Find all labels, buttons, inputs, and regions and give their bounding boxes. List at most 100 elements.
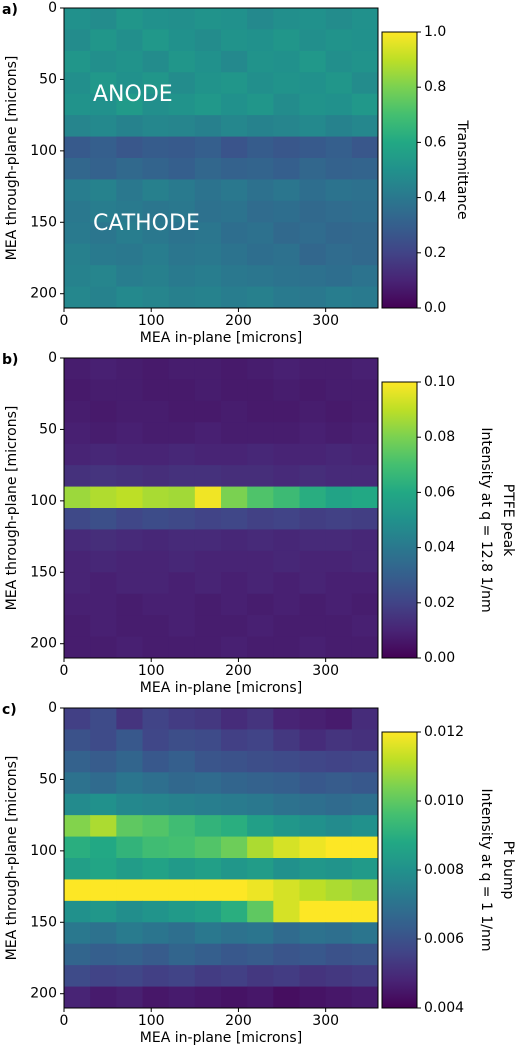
heatmap-cell — [273, 772, 300, 795]
y-tick-label: 50 — [39, 421, 57, 437]
heatmap-cell — [116, 729, 143, 752]
heatmap-cell — [64, 879, 91, 902]
x-axis-label: MEA in-plane [microns] — [140, 330, 302, 346]
colorbar-tick-label: 0.06 — [424, 484, 455, 500]
heatmap-cell — [247, 708, 274, 730]
heatmap-cell — [299, 158, 327, 180]
heatmap-cell — [299, 50, 327, 73]
y-tick-label: 100 — [30, 493, 57, 509]
heatmap-cell — [299, 379, 327, 402]
heatmap-cell — [299, 93, 327, 116]
heatmap-cell — [351, 858, 379, 880]
heatmap-cell — [247, 986, 274, 1009]
heatmap-cell — [325, 286, 353, 309]
heatmap-cell — [221, 222, 248, 245]
heatmap-cell — [142, 243, 170, 266]
heatmap-cell — [142, 358, 170, 380]
heatmap-cell — [64, 772, 91, 795]
heatmap-cell — [351, 422, 379, 445]
heatmap-cell — [299, 708, 327, 730]
heatmap-cell — [194, 636, 222, 659]
heatmap-cell — [247, 922, 274, 945]
heatmap-cell — [273, 986, 300, 1009]
heatmap-cell — [299, 815, 327, 838]
heatmap-cell — [351, 200, 379, 223]
heatmap-cell — [90, 136, 117, 159]
y-tick-label: 50 — [39, 71, 57, 87]
heatmap-cell — [116, 858, 143, 880]
heatmap-cell — [351, 836, 379, 859]
heatmap-cell — [64, 986, 91, 1009]
heatmap-cell — [221, 400, 248, 423]
heatmap-cell — [168, 772, 196, 795]
heatmap-cell — [351, 222, 379, 245]
heatmap-cell — [142, 158, 170, 180]
heatmap-cell — [351, 772, 379, 795]
heatmap-cell — [221, 922, 248, 945]
heatmap-cell — [221, 115, 248, 138]
heatmap-cell — [273, 729, 300, 752]
heatmap-cell — [168, 986, 196, 1009]
heatmap-cell — [299, 965, 327, 988]
heatmap-cell — [221, 636, 248, 659]
heatmap-cell — [142, 8, 170, 30]
heatmap-cell — [325, 858, 353, 880]
colorbar-label: Intensity at q = 12.8 1/nm — [478, 427, 494, 612]
heatmap-cell — [142, 986, 170, 1009]
heatmap-cell — [142, 729, 170, 752]
heatmap-cell — [116, 486, 143, 509]
heatmap-cell — [116, 615, 143, 638]
heatmap-cell — [221, 815, 248, 838]
heatmap-cell — [273, 815, 300, 838]
heatmap-cell — [247, 50, 274, 73]
heatmap-cell — [325, 8, 353, 30]
heatmap-cell — [221, 265, 248, 288]
heatmap-cell — [142, 422, 170, 445]
heatmap-cell — [299, 72, 327, 95]
colorbar-tick-label: 0.10 — [424, 374, 455, 390]
heatmap-cell — [90, 900, 117, 923]
heatmap-cell — [142, 508, 170, 530]
heatmap-cell — [325, 772, 353, 795]
heatmap-cell — [351, 593, 379, 616]
heatmap-cell — [351, 508, 379, 530]
heatmap-cell — [90, 465, 117, 488]
plot-frame — [63, 707, 379, 1009]
heatmap-cell — [194, 8, 222, 30]
heatmap-cell — [90, 836, 117, 859]
heatmap-cell — [90, 572, 117, 595]
heatmap-cell — [142, 222, 170, 245]
heatmap-cell — [116, 815, 143, 838]
heatmap-cell — [247, 8, 274, 30]
y-tick-label: 200 — [30, 986, 57, 1002]
heatmap-cell — [64, 115, 91, 138]
heatmap-cell — [168, 858, 196, 880]
heatmap-cell — [351, 379, 379, 402]
heatmap-cell — [90, 200, 117, 223]
heatmap — [64, 8, 379, 309]
heatmap-cell — [116, 358, 143, 380]
heatmap-cell — [90, 750, 117, 773]
y-axis-label: MEA through-plane [microns] — [4, 756, 20, 961]
heatmap-cell — [351, 793, 379, 816]
heatmap-cell — [351, 486, 379, 509]
y-tick-label: 100 — [30, 843, 57, 859]
heatmap-cell — [64, 615, 91, 638]
heatmap-cell — [221, 529, 248, 552]
heatmap-cell — [194, 222, 222, 245]
heatmap-cell — [116, 400, 143, 423]
heatmap-cell — [299, 222, 327, 245]
heatmap-cell — [273, 422, 300, 445]
y-tick-label: 50 — [39, 771, 57, 787]
y-tick-label: 200 — [30, 636, 57, 652]
heatmap-cell — [168, 572, 196, 595]
heatmap-cell — [221, 158, 248, 180]
heatmap-cell — [351, 72, 379, 95]
heatmap-cell — [194, 772, 222, 795]
heatmap-cell — [142, 136, 170, 159]
heatmap-cell — [142, 486, 170, 509]
x-tick-label: 300 — [312, 313, 339, 329]
heatmap-cell — [142, 708, 170, 730]
heatmap-cell — [221, 136, 248, 159]
heatmap-cell — [299, 486, 327, 509]
